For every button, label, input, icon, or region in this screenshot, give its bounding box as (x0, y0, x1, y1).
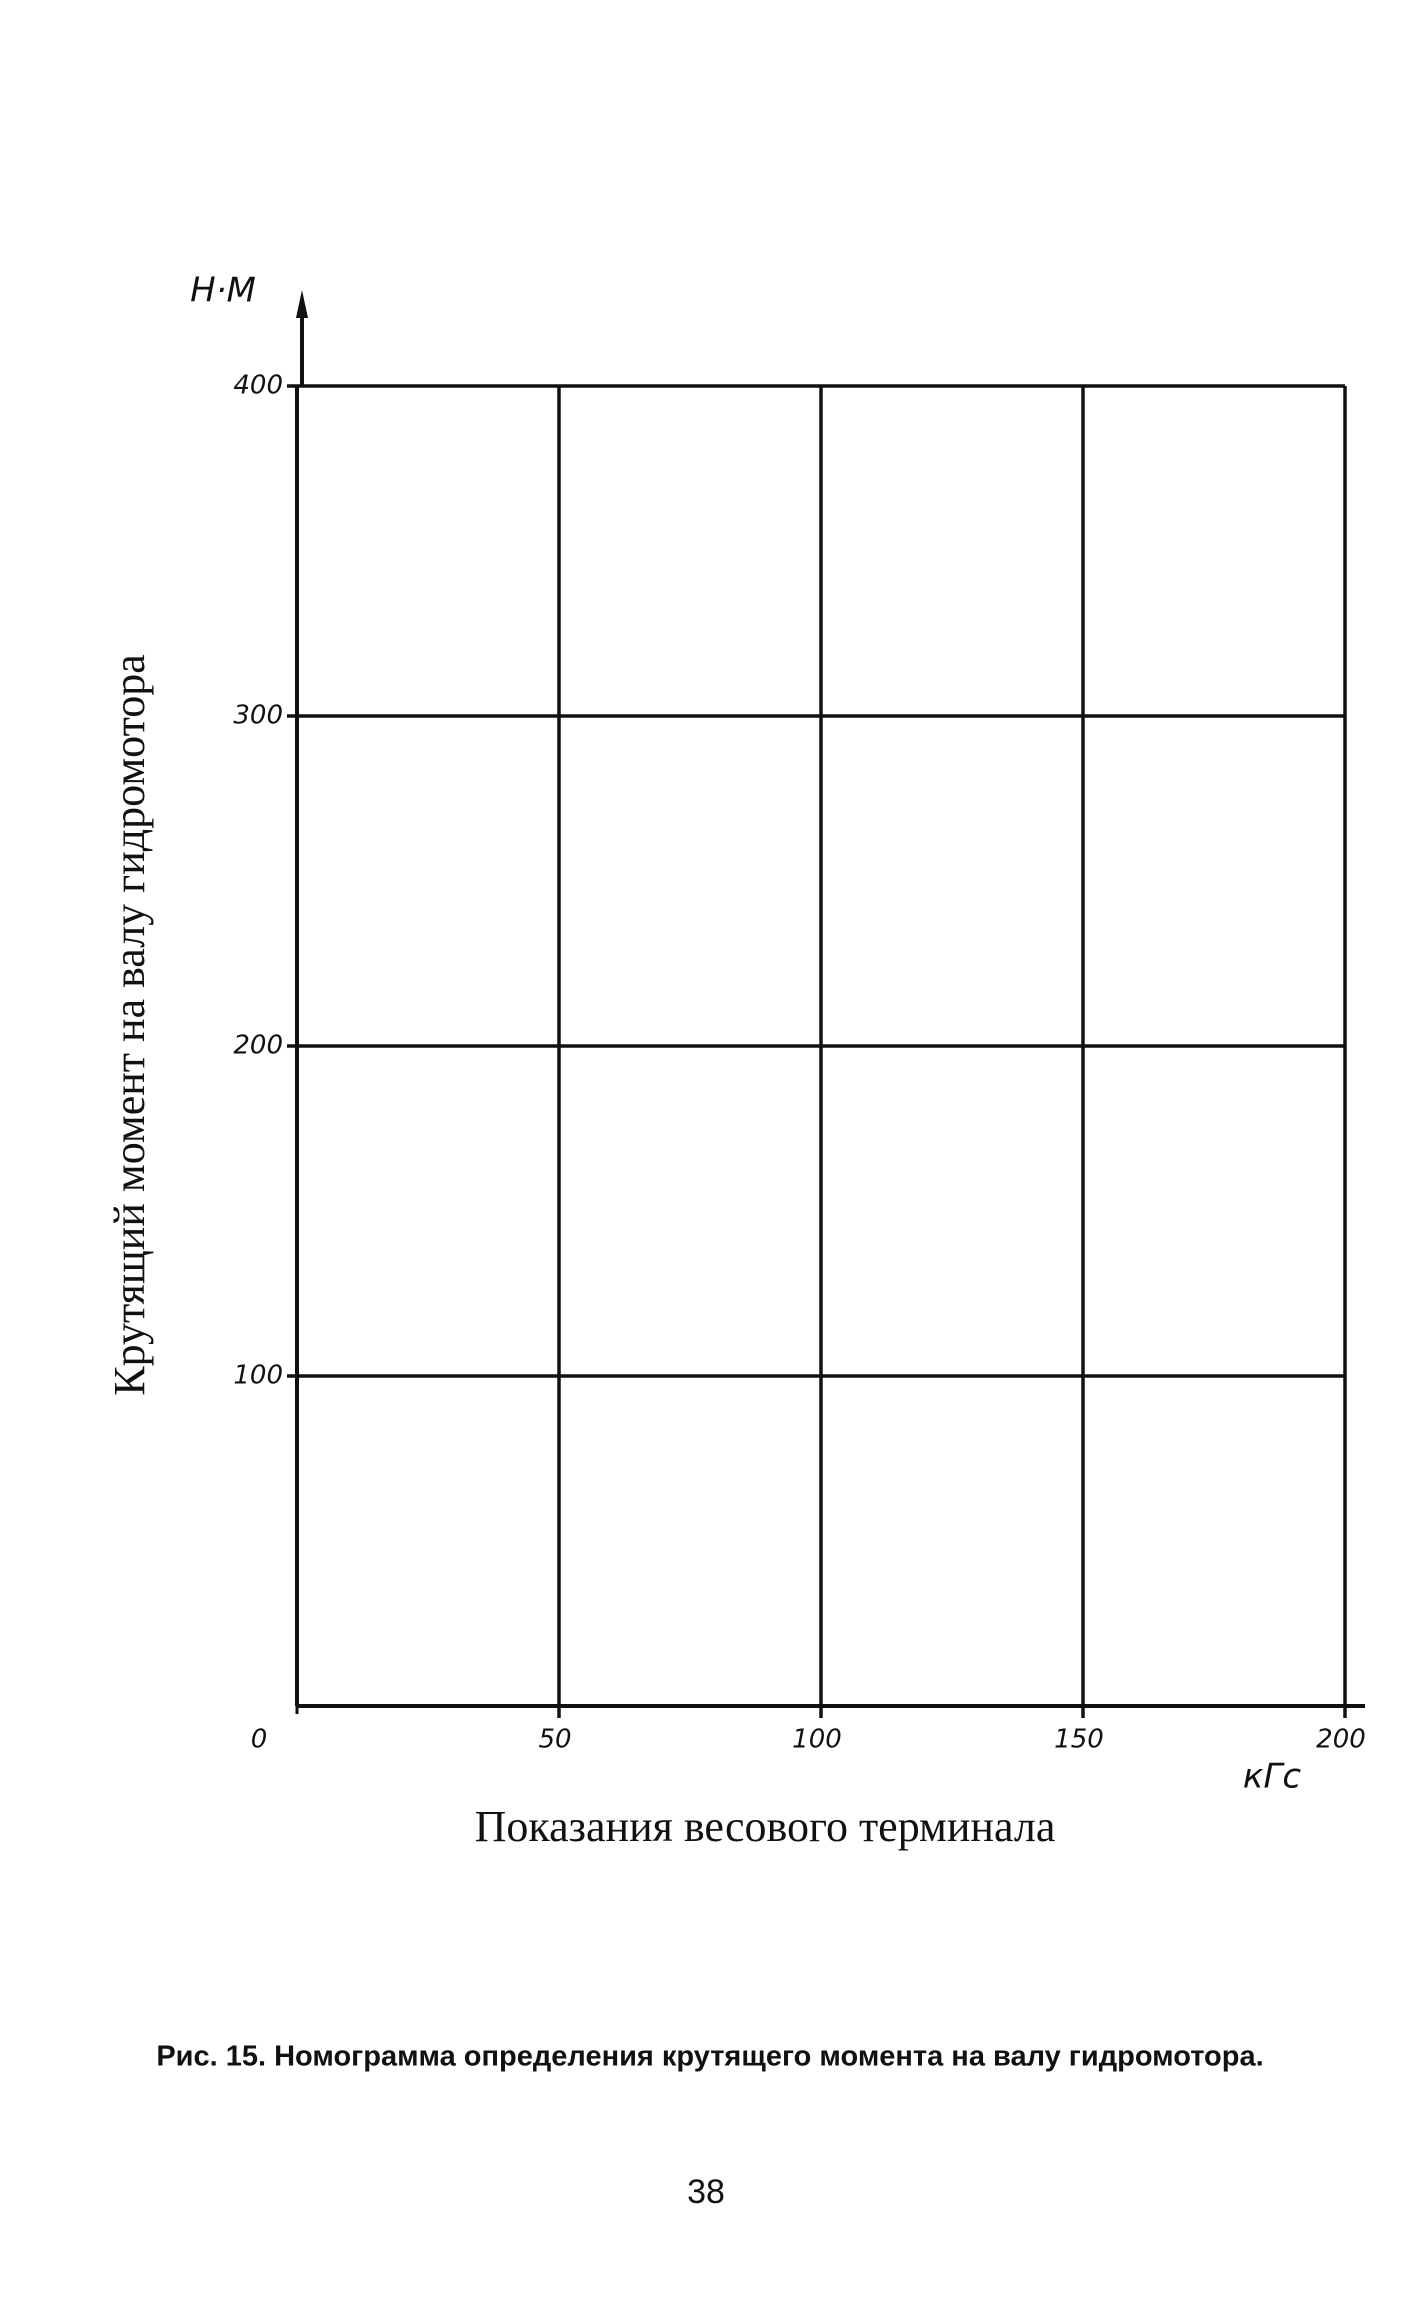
y-tick-label: 300 (233, 701, 283, 731)
x-tick-label: 0 (251, 1725, 268, 1755)
y-tick-label: 400 (233, 371, 283, 401)
caption: Рис. 15. Номограмма определения крутящег… (156, 2041, 1263, 2073)
page-number: 38 (687, 2173, 725, 2211)
x-tick-label: 50 (538, 1725, 571, 1755)
x-tick-label: 200 (1316, 1725, 1366, 1755)
x-tick-label: 150 (1054, 1725, 1104, 1755)
y-tick-label: 100 (233, 1361, 283, 1391)
x-unit: кГс (1243, 1757, 1301, 1797)
y-unit: Н·М (190, 271, 256, 311)
y-axis-title: Крутящий момент на валу гидромотора (105, 654, 154, 1396)
x-tick-label: 100 (792, 1725, 842, 1755)
x-axis-title: Показания весового терминала (475, 1802, 1056, 1851)
y-tick-label: 200 (233, 1031, 283, 1061)
y-axis-arrow (296, 290, 308, 318)
